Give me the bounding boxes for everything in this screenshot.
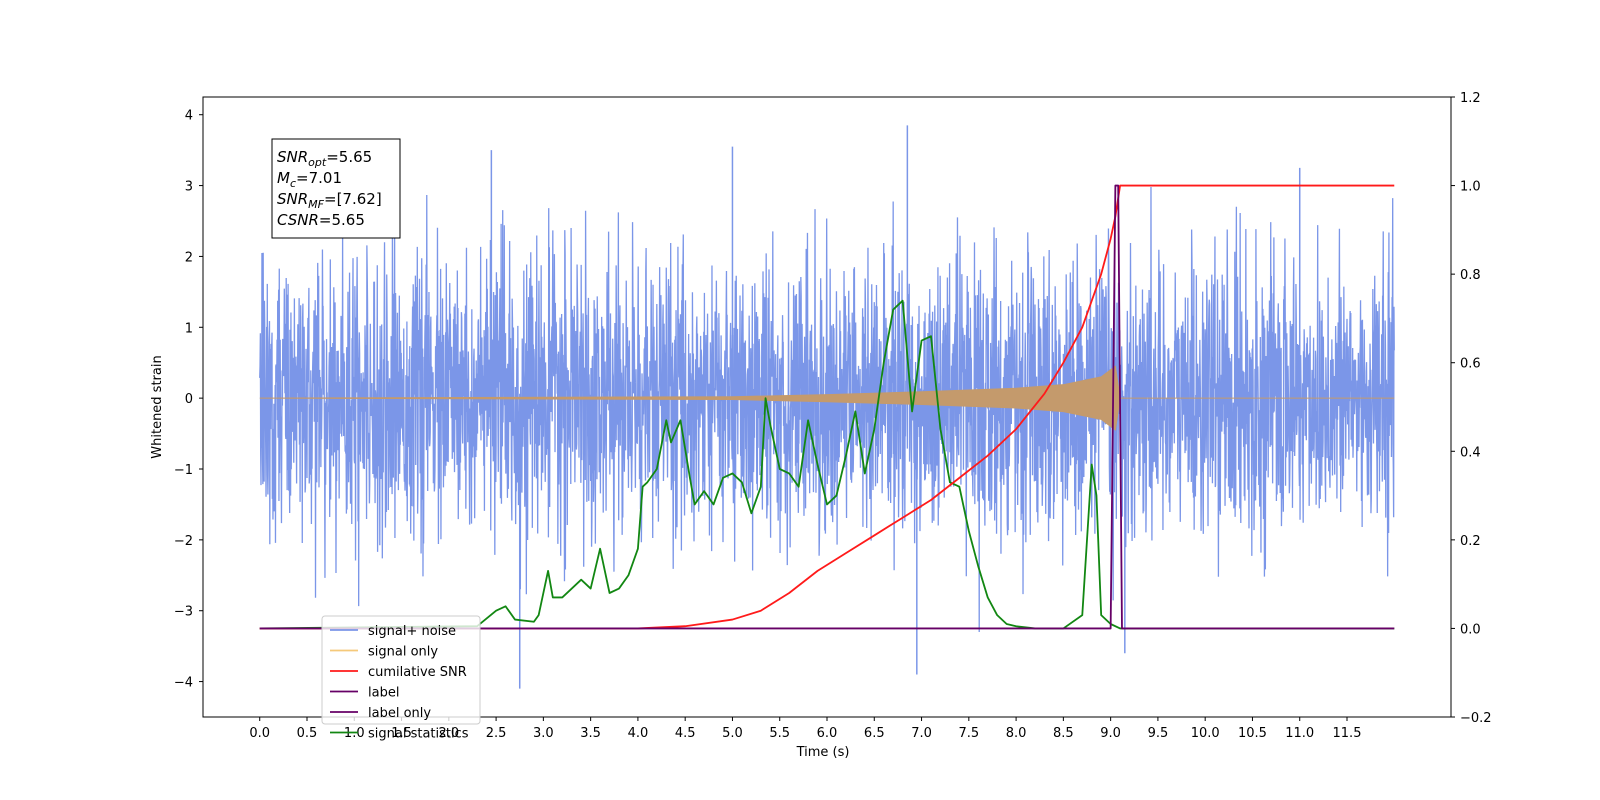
stats-annotation-symbol: CSNR — [277, 211, 319, 229]
series-cumilative-snr — [259, 184, 1395, 630]
axes-layer: 0.0 0.5 1.0 1.5 2.0 2.5 3.0 3.5 4.0 4.5 5.0 5.5 6.0 6… — [174, 91, 1492, 741]
x-tick-label: 8.0 — [1006, 726, 1027, 741]
y-right-tick-label: 0.6 — [1460, 357, 1481, 372]
x-tick-label: 0.0 — [249, 726, 270, 741]
stats-annotation-line: Mc=7.01 — [277, 169, 342, 190]
stats-annotation-line: CSNR=5.65 — [277, 211, 365, 229]
legend-frame — [321, 615, 481, 725]
legend-label: label only — [368, 706, 431, 721]
stats-annotation-value: =[7.62] — [324, 190, 382, 208]
x-tick-label: 7.0 — [911, 726, 932, 741]
y-right-tick-label: 0.4 — [1460, 445, 1481, 460]
x-tick-label: 1.0 — [344, 726, 365, 741]
y-left-tick-label: 1 — [185, 321, 193, 336]
legend-label: label — [368, 686, 399, 701]
x-tick-label: 8.5 — [1053, 726, 1074, 741]
stats-annotation-value: =5.65 — [319, 211, 365, 229]
y-left-tick-label: 2 — [185, 250, 193, 265]
series-label — [259, 184, 1395, 630]
x-tick-label: 5.0 — [722, 726, 743, 741]
stats-annotation-line: SNRopt=5.65 — [277, 148, 372, 169]
x-tick-label: 10.5 — [1238, 726, 1267, 741]
stats-annotation-symbol: SNR — [277, 190, 308, 208]
x-tick-label: 9.0 — [1100, 726, 1121, 741]
x-tick-label: 10.0 — [1191, 726, 1220, 741]
legend: signal+ noise signal only cumilative SNR la… — [321, 615, 481, 742]
x-tick-label: 5.5 — [769, 726, 790, 741]
y-left-tick-label: −3 — [174, 605, 193, 620]
y-left-tick-label: 0 — [185, 392, 193, 407]
x-tick-label: 4.0 — [628, 726, 649, 741]
stats-annotation-symbol: M — [277, 169, 290, 187]
legend-label: signal+ noise — [368, 624, 456, 639]
x-tick-label: 11.0 — [1285, 726, 1314, 741]
stats-annotation-symbol: SNR — [277, 148, 308, 166]
stats-annotation-subscript: MF — [308, 198, 324, 211]
y-right-tick-label: 0.0 — [1460, 622, 1481, 637]
x-tick-label: 2.5 — [486, 726, 507, 741]
y-left-tick-label: 3 — [185, 180, 193, 195]
x-tick-label: 4.5 — [675, 726, 696, 741]
y-left-tick-label: −2 — [174, 534, 193, 549]
legend-label: signal statistics — [368, 727, 469, 742]
series-signal-only — [259, 365, 1395, 431]
stats-annotation-subscript: c — [290, 177, 296, 190]
x-tick-label: 11.5 — [1333, 726, 1362, 741]
x-tick-label: 2.0 — [438, 726, 459, 741]
x-tick-label: 7.5 — [958, 726, 979, 741]
stats-annotation-subscript: opt — [308, 156, 327, 169]
x-tick-label: 3.0 — [533, 726, 554, 741]
plot-series-layer — [259, 125, 1395, 689]
y-right-tick-label: −0.2 — [1460, 711, 1492, 726]
stats-annotation-frame — [271, 138, 401, 239]
x-axis-label: Time (s) — [796, 745, 850, 760]
y-left-tick-label: −1 — [174, 463, 193, 478]
x-tick-label: 9.5 — [1148, 726, 1169, 741]
y-right-tick-label: 0.8 — [1460, 268, 1481, 283]
stats-annotation-value: =5.65 — [326, 148, 372, 166]
legend-label: signal only — [368, 645, 438, 660]
y-right-tick-label: 0.2 — [1460, 534, 1481, 549]
legend-entries: signal+ noise signal only cumilative SNR la… — [330, 624, 469, 742]
y-right-tick-label: 1.0 — [1460, 180, 1481, 195]
y-left-tick-label: 4 — [185, 109, 193, 124]
x-tick-label: 1.5 — [391, 726, 412, 741]
x-tick-label: 6.5 — [864, 726, 885, 741]
stats-annotation-value: =7.01 — [296, 169, 342, 187]
y-right-tick-label: 1.2 — [1460, 91, 1481, 106]
y-left-tick-label: −4 — [174, 676, 193, 691]
series-signal-statistics — [259, 299, 1395, 630]
x-tick-label: 3.5 — [580, 726, 601, 741]
x-tick-label: 0.5 — [297, 726, 318, 741]
y-axis-label: Whitened strain — [150, 355, 165, 458]
stats-annotation-line: SNRMF=[7.62] — [277, 190, 382, 211]
x-tick-label: 6.0 — [817, 726, 838, 741]
legend-label: cumilative SNR — [368, 665, 467, 680]
